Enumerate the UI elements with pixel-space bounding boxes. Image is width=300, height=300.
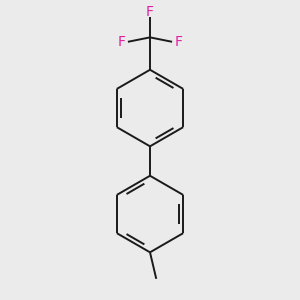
Text: F: F (146, 5, 154, 19)
Text: F: F (175, 35, 183, 49)
Text: F: F (117, 35, 125, 49)
